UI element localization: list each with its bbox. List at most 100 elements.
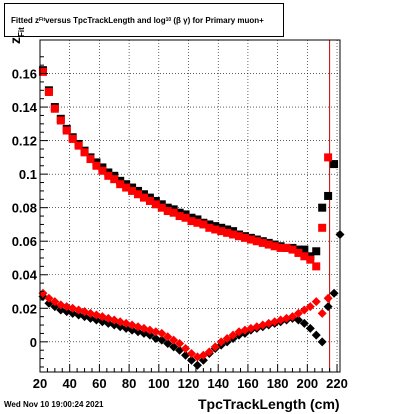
data-point-square [252,237,261,246]
data-point-diamond [222,333,232,343]
x-axis-title: TpcTrackLength (cm) [198,396,340,412]
data-point-diamond [192,360,202,370]
x-tick-label: 160 [237,376,259,391]
grid [40,40,340,372]
x-tick-label: 200 [296,376,318,391]
data-point-diamond [181,344,191,354]
data-point-diamond [210,342,220,352]
data-point-diamond [163,332,173,342]
data-point-diamond [169,342,179,352]
y-tick-label: 0.04 [12,268,38,283]
chart-title: Fitted z Fit versus TpcTrackLength and lo… [4,3,284,37]
data-point-diamond [311,297,321,307]
data-point-diamond [317,337,327,347]
data-point-square [104,171,113,180]
data-point-square [92,161,101,170]
title-prefix: Fitted z [11,15,39,25]
data-point-square [187,217,196,226]
data-point-square [276,243,285,252]
data-point-square [44,87,53,96]
data-point-diamond [186,349,196,359]
data-point-square [294,248,303,257]
data-point-square [330,160,339,169]
data-point-square [217,227,226,236]
data-point-square [169,208,178,217]
data-point-square [134,190,143,199]
data-point-square [205,223,214,232]
data-point-square [175,212,184,221]
data-point-diamond [38,288,48,298]
x-tick-label: 100 [148,376,170,391]
x-tick-label: 180 [267,376,289,391]
data-point-diamond [44,293,54,303]
data-point-square [74,141,83,150]
data-point-square [312,262,321,271]
y-tick-label: 0.14 [12,100,38,115]
data-point-diamond [157,335,167,345]
data-point-square [110,175,119,184]
data-point-diamond [198,350,208,360]
data-point-square [98,166,107,175]
y-axis-title: zFit [7,14,26,44]
data-point-diamond [157,328,167,338]
data-point-diamond [299,305,309,315]
data-point-square [145,196,154,205]
data-point-diamond [293,308,303,318]
axes: 20 40 60 80 100 120 140 160 180 200 220 0 0.02 0.04 0.… [12,39,348,391]
data-point-diamond [305,302,315,312]
footer-timestamp: Wed Nov 10 19:00:24 2021 [4,400,104,409]
data-point-square [38,67,47,76]
data-point-square [211,225,220,234]
data-point-square [56,116,65,125]
data-point-square [193,218,202,227]
data-point-diamond [186,355,196,365]
data-point-diamond [50,297,60,307]
data-point-diamond [311,330,321,340]
data-point-square [128,186,137,195]
data-point-diamond [216,337,226,347]
data-point-diamond [329,288,339,298]
y-tick-label: 0 [30,335,37,350]
data-point-diamond [163,338,173,348]
title-sub2: 10 [165,17,172,23]
data-point-square [288,245,297,254]
data-point-square [235,232,244,241]
data-point-square [229,230,238,239]
data-point-square [68,134,77,143]
data-point-square [50,104,59,113]
data-point-square [246,235,255,244]
data-point-square [116,180,125,189]
data-point-square [62,126,71,135]
title-mid: versus TpcTrackLength and log [45,15,166,25]
data-point-square [139,193,148,202]
data-point-square [151,200,160,209]
data-point-square [181,213,190,222]
data-point-square [163,207,172,216]
data-point-diamond [228,330,238,340]
data-point-square [312,247,321,256]
data-point-square [282,243,291,252]
x-tick-label: 120 [178,376,200,391]
y-axis-title-main: z [7,37,23,44]
data-point-diamond [317,308,327,318]
data-point-square [300,252,309,261]
data-point-diamond [287,312,297,322]
y-tick-label: 0.12 [12,134,37,149]
y-tick-label: 0.06 [12,234,37,249]
y-tick-label: 0.08 [12,201,37,216]
data-point-square [199,220,208,229]
data-point-square [318,223,327,232]
data-point-square [258,238,267,247]
data-point-square [318,203,327,212]
data-point-diamond [198,355,208,365]
data-markers [38,40,345,372]
data-point-diamond [169,335,179,345]
data-point-square [80,148,89,157]
x-tick-label: 20 [33,376,47,391]
data-point-square [240,233,249,242]
data-point-diamond [175,338,185,348]
x-tick-label: 140 [207,376,229,391]
y-tick-label: 0.02 [12,301,37,316]
x-tick-label: 220 [326,376,348,391]
